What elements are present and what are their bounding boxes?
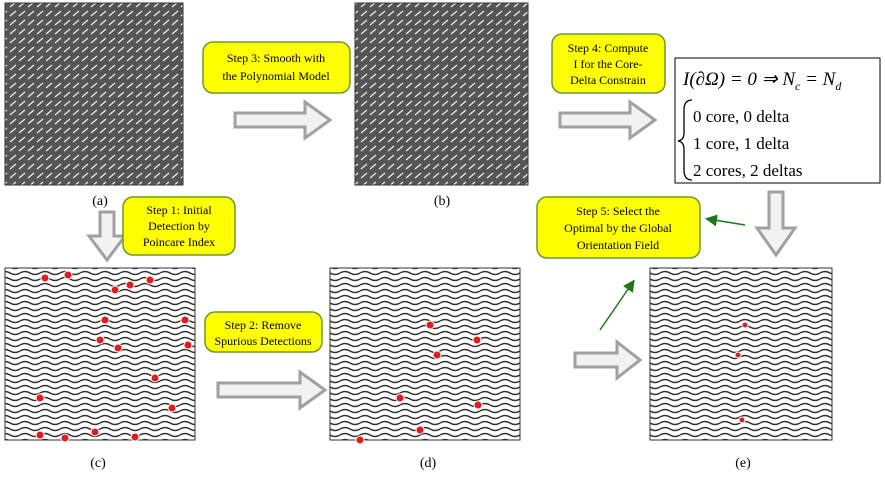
arrow (575, 342, 640, 378)
step-text: Step 2: Remove (225, 318, 302, 332)
step-box (203, 42, 350, 93)
step-text: Step 5: Select the (576, 204, 660, 218)
arrow (235, 102, 330, 138)
panel-label: (d) (420, 456, 437, 471)
step-text: Delta Constrain (570, 73, 646, 87)
panel-label: (b) (434, 194, 451, 209)
panel-label: (e) (735, 456, 751, 471)
formula-case: 0 core, 0 delta (693, 107, 790, 126)
formula-case: 1 core, 1 delta (693, 134, 790, 153)
step-text: Step 1: Initial (146, 203, 212, 217)
step-text: Step 4: Compute (568, 41, 649, 55)
arrow (757, 192, 795, 255)
panel-label: (a) (92, 194, 108, 209)
step-text: I for the Core- (574, 57, 643, 71)
step-text: Poincare Index (143, 235, 215, 249)
arrow (218, 372, 325, 408)
step-text: Spurious Detections (215, 334, 312, 348)
step-text: Optimal by the Global (564, 221, 672, 235)
formula-part: = N (800, 69, 836, 90)
diagram: (a) (b) (c) (d) (e) Step 1: Initial Dete… (0, 0, 885, 480)
step-text: Detection by (148, 219, 210, 233)
formula-part: I(∂Ω) = 0 ⇒ N (682, 69, 796, 90)
formula-case: 2 cores, 2 deltas (693, 161, 803, 180)
image-d (330, 268, 520, 440)
step-text: the Polynomial Model (222, 69, 330, 83)
green-arrow (708, 219, 745, 225)
arrow (89, 212, 125, 260)
green-arrow (600, 282, 633, 330)
image-a (5, 3, 183, 185)
arrow (560, 102, 655, 138)
image-c (5, 268, 195, 440)
formula-head: I(∂Ω) = 0 ⇒ Nc = Nd (682, 69, 842, 93)
panel-label: (c) (90, 456, 106, 471)
step-text: Step 3: Smooth with (227, 51, 325, 65)
formula-part: d (835, 79, 842, 93)
step-text: Orientation Field (577, 238, 659, 252)
image-b (355, 3, 528, 185)
